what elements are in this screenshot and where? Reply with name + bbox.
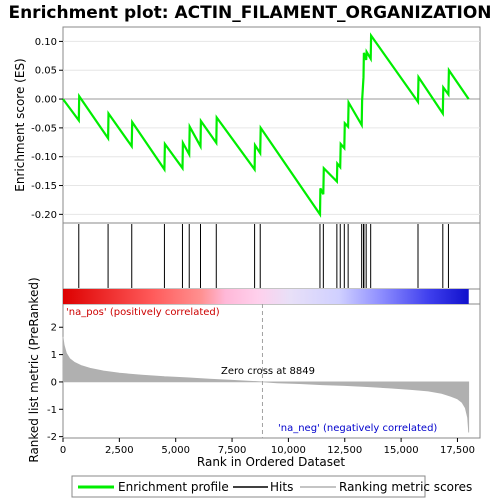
legend-profile-label: Enrichment profile <box>118 480 229 494</box>
x-tick-label: 2,500 <box>105 445 134 456</box>
es-y-axis: 0.10 0.05 0.00 -0.05 -0.10 -0.15 -0.20 <box>31 37 63 221</box>
x-axis: 0 2,500 5,000 7,500 10,000 12,500 15,000 17,500 <box>60 438 475 456</box>
es-y-tick-label: -0.10 <box>31 152 57 163</box>
x-axis-label: Rank in Ordered Dataset <box>197 455 345 469</box>
chart-title: Enrichment plot: ACTIN_FILAMENT_ORGANIZA… <box>8 3 491 23</box>
zero-cross-label: Zero cross at 8849 <box>221 366 315 377</box>
x-tick-label: 12,500 <box>327 445 362 456</box>
es-y-axis-label: Enrichment score (ES) <box>13 58 27 191</box>
metric-y-axis: 2 1 0 -1 -2 <box>47 323 63 443</box>
metric-y-axis-label: Ranked list metric (PreRanked) <box>27 277 41 462</box>
legend: Enrichment profile Hits Ranking metric s… <box>71 475 472 498</box>
metric-y-tick-label: -2 <box>47 432 57 443</box>
es-y-tick-label: 0.10 <box>35 37 57 48</box>
es-y-tick-label: 0.05 <box>35 66 57 77</box>
es-y-tick-label: -0.05 <box>31 123 57 134</box>
x-tick-label: 7,500 <box>218 445 247 456</box>
x-tick-label: 5,000 <box>161 445 190 456</box>
es-panel-frame <box>62 26 481 224</box>
es-y-tick-label: -0.15 <box>31 181 57 192</box>
ranking-metric-area <box>62 336 470 433</box>
x-tick-label: 15,000 <box>384 445 419 456</box>
enrichment-profile-line <box>62 32 470 218</box>
es-grid <box>63 40 480 215</box>
pos-label: 'na_pos' (positively correlated) <box>66 307 220 318</box>
enrichment-profile-layer <box>62 32 470 218</box>
es-y-tick-label: -0.20 <box>31 210 57 221</box>
metric-layer <box>62 336 470 433</box>
x-tick-label: 17,500 <box>440 445 475 456</box>
metric-y-tick-label: 0 <box>51 377 57 388</box>
metric-y-tick-label: 2 <box>51 323 57 334</box>
metric-y-tick-label: 1 <box>51 350 57 361</box>
neg-label: 'na_neg' (negatively correlated) <box>278 423 437 434</box>
hits-layer <box>78 224 449 288</box>
legend-hits-label: Hits <box>270 480 293 494</box>
x-tick-label: 0 <box>60 445 66 456</box>
rank-colorbar <box>63 289 469 304</box>
hits-panel-frame <box>62 222 481 290</box>
es-y-tick-label: 0.00 <box>35 95 57 106</box>
x-tick-label: 10,000 <box>271 445 306 456</box>
legend-metric-label: Ranking metric scores <box>339 480 472 494</box>
metric-y-tick-label: -1 <box>47 405 57 416</box>
